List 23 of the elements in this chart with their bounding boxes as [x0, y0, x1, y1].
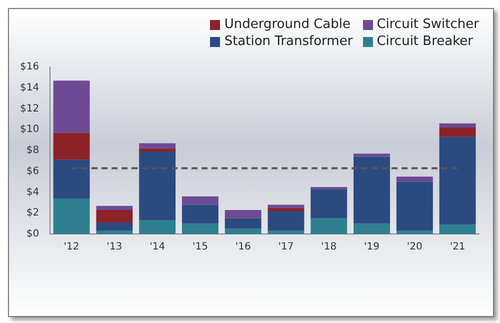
- y-tick-label: $12: [20, 103, 40, 114]
- legend-label: Circuit Breaker: [376, 34, 474, 49]
- x-tick-label: '18: [321, 242, 337, 253]
- x-tick-label: '20: [406, 242, 422, 253]
- legend-label: Station Transformer: [224, 34, 353, 49]
- x-tick-label: '12: [64, 242, 80, 253]
- x-tick-label: '14: [150, 242, 166, 253]
- y-tick-label: $4: [26, 186, 40, 198]
- x-tick-label: '16: [235, 242, 251, 253]
- legend-label: Underground Cable: [224, 17, 350, 32]
- x-tick-label: '13: [106, 242, 122, 253]
- y-tick-label: $2: [26, 208, 40, 219]
- y-tick-label: $0: [26, 228, 40, 240]
- x-tick-label: '17: [278, 242, 294, 253]
- x-tick-label: '19: [364, 242, 380, 253]
- y-tick-label: $14: [20, 82, 40, 94]
- x-tick-label: '15: [192, 242, 208, 253]
- legend-label: Circuit Switcher: [376, 17, 479, 32]
- y-tick-label: $8: [26, 145, 40, 156]
- y-tick-label: $16: [20, 62, 40, 73]
- y-tick-label: $6: [26, 166, 40, 177]
- y-tick-label: $10: [20, 124, 40, 136]
- x-tick-label: '21: [450, 242, 466, 253]
